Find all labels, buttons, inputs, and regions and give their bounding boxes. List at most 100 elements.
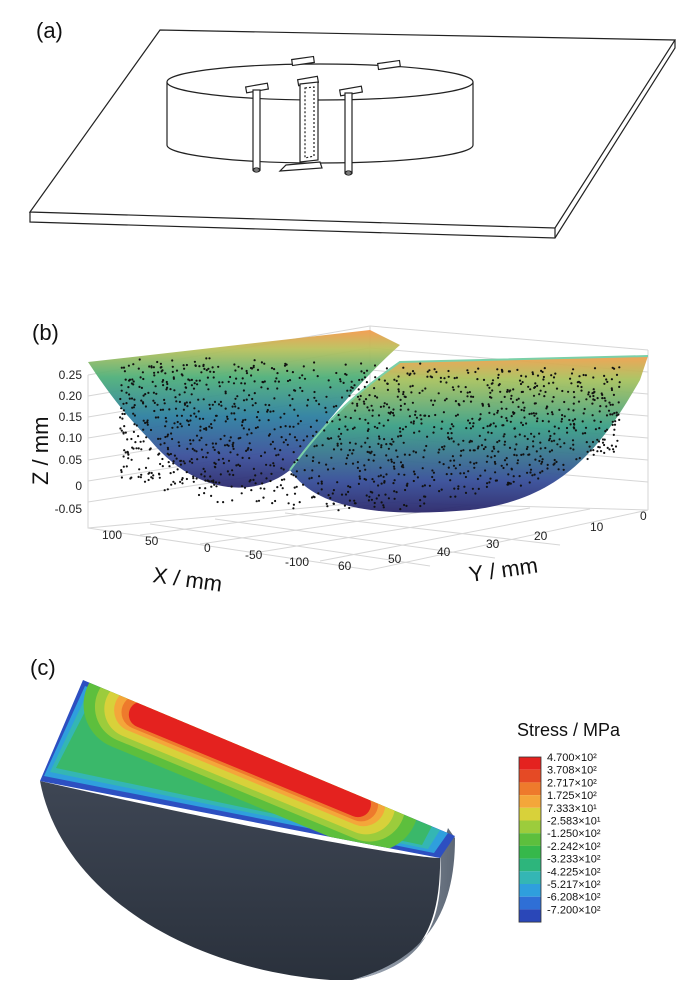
scatter-point (353, 384, 356, 387)
scatter-point (282, 441, 285, 444)
scatter-point (332, 502, 335, 505)
y-tick: 0 (640, 509, 647, 523)
scatter-point (288, 425, 291, 428)
scatter-point (301, 374, 304, 377)
scatter-point (358, 398, 361, 401)
scatter-point (522, 409, 526, 412)
scatter-point (190, 458, 193, 461)
scatter-point (176, 426, 179, 429)
scatter-point (205, 427, 208, 430)
scatter-point (195, 415, 198, 418)
scatter-point (125, 465, 128, 468)
scatter-point (541, 458, 544, 461)
scatter-point (374, 395, 377, 398)
scatter-point (412, 450, 415, 453)
scatter-point (559, 445, 562, 448)
scatter-point (283, 412, 286, 415)
scatter-point (212, 479, 215, 482)
scatter-point (217, 365, 220, 368)
scatter-point (392, 482, 395, 485)
scatter-point (538, 459, 541, 463)
scatter-point (594, 428, 598, 431)
scatter-point (388, 406, 391, 409)
scatter-point (351, 452, 354, 455)
scatter-point (296, 414, 299, 417)
scatter-point (592, 453, 595, 456)
y-tick: 60 (338, 559, 352, 573)
scatter-point (563, 415, 566, 418)
scatter-point (609, 413, 612, 416)
scatter-point (351, 386, 354, 390)
scatter-point (205, 357, 208, 360)
scatter-point (200, 371, 203, 374)
scatter-point (610, 444, 614, 447)
scatter-point (577, 400, 581, 403)
scatter-point (203, 492, 206, 495)
scatter-point (531, 373, 535, 376)
scatter-point (325, 463, 328, 466)
scatter-point (279, 425, 282, 429)
scatter-point (376, 396, 379, 399)
y-tick: 50 (388, 552, 402, 566)
scatter-point (382, 506, 385, 509)
scatter-point (312, 456, 315, 459)
scatter-point (157, 437, 160, 440)
y-tick: 20 (534, 529, 548, 543)
scatter-point (454, 400, 457, 403)
scatter-point (235, 464, 238, 467)
scatter-point (395, 491, 398, 494)
scatter-point (476, 477, 479, 481)
scatter-point (414, 451, 418, 454)
scatter-point (294, 475, 297, 478)
x-ticks: 100 50 0 -50 -100 (102, 528, 309, 569)
scatter-point (406, 482, 409, 485)
scatter-point (135, 447, 138, 450)
scatter-point (499, 390, 502, 393)
scatter-point (180, 414, 183, 417)
scatter-point (213, 419, 216, 422)
scatter-point (358, 475, 361, 478)
scatter-point (586, 450, 589, 453)
scatter-point (234, 418, 237, 421)
scatter-point (348, 441, 352, 444)
scatter-point (221, 381, 224, 384)
panel-c-label: (c) (30, 655, 56, 680)
scatter-point (543, 395, 546, 398)
scatter-point (199, 429, 202, 432)
scatter-point (144, 393, 147, 396)
clamp-top-left (291, 55, 315, 67)
scatter-point (164, 425, 167, 428)
scatter-point (280, 467, 283, 470)
scatter-point (267, 434, 271, 437)
scatter-point (591, 402, 594, 405)
scatter-point (386, 382, 389, 385)
scatter-point (447, 369, 450, 373)
scatter-point (132, 430, 135, 433)
scatter-point (392, 414, 395, 417)
scatter-point (464, 386, 467, 389)
scatter-point (320, 480, 323, 483)
scatter-point (279, 449, 282, 452)
scatter-point (284, 425, 287, 428)
scatter-point (419, 414, 422, 417)
scatter-point (589, 395, 592, 398)
scatter-point (611, 423, 614, 426)
scatter-point (351, 402, 354, 405)
scatter-point (142, 394, 145, 397)
scatter-point (248, 442, 251, 445)
scatter-point (180, 425, 183, 428)
legend-swatch (519, 795, 541, 808)
scatter-point (330, 456, 333, 459)
scatter-point (451, 386, 454, 389)
z-tick: 0 (75, 479, 82, 493)
scatter-point (283, 364, 287, 367)
scatter-point (313, 396, 316, 399)
scatter-point (167, 461, 170, 464)
scatter-point (558, 438, 561, 441)
scatter-point (173, 454, 176, 457)
scatter-point (403, 503, 406, 507)
scatter-point (503, 443, 506, 446)
scatter-point (192, 477, 195, 480)
scatter-point (522, 401, 525, 404)
scatter-point (272, 410, 275, 413)
